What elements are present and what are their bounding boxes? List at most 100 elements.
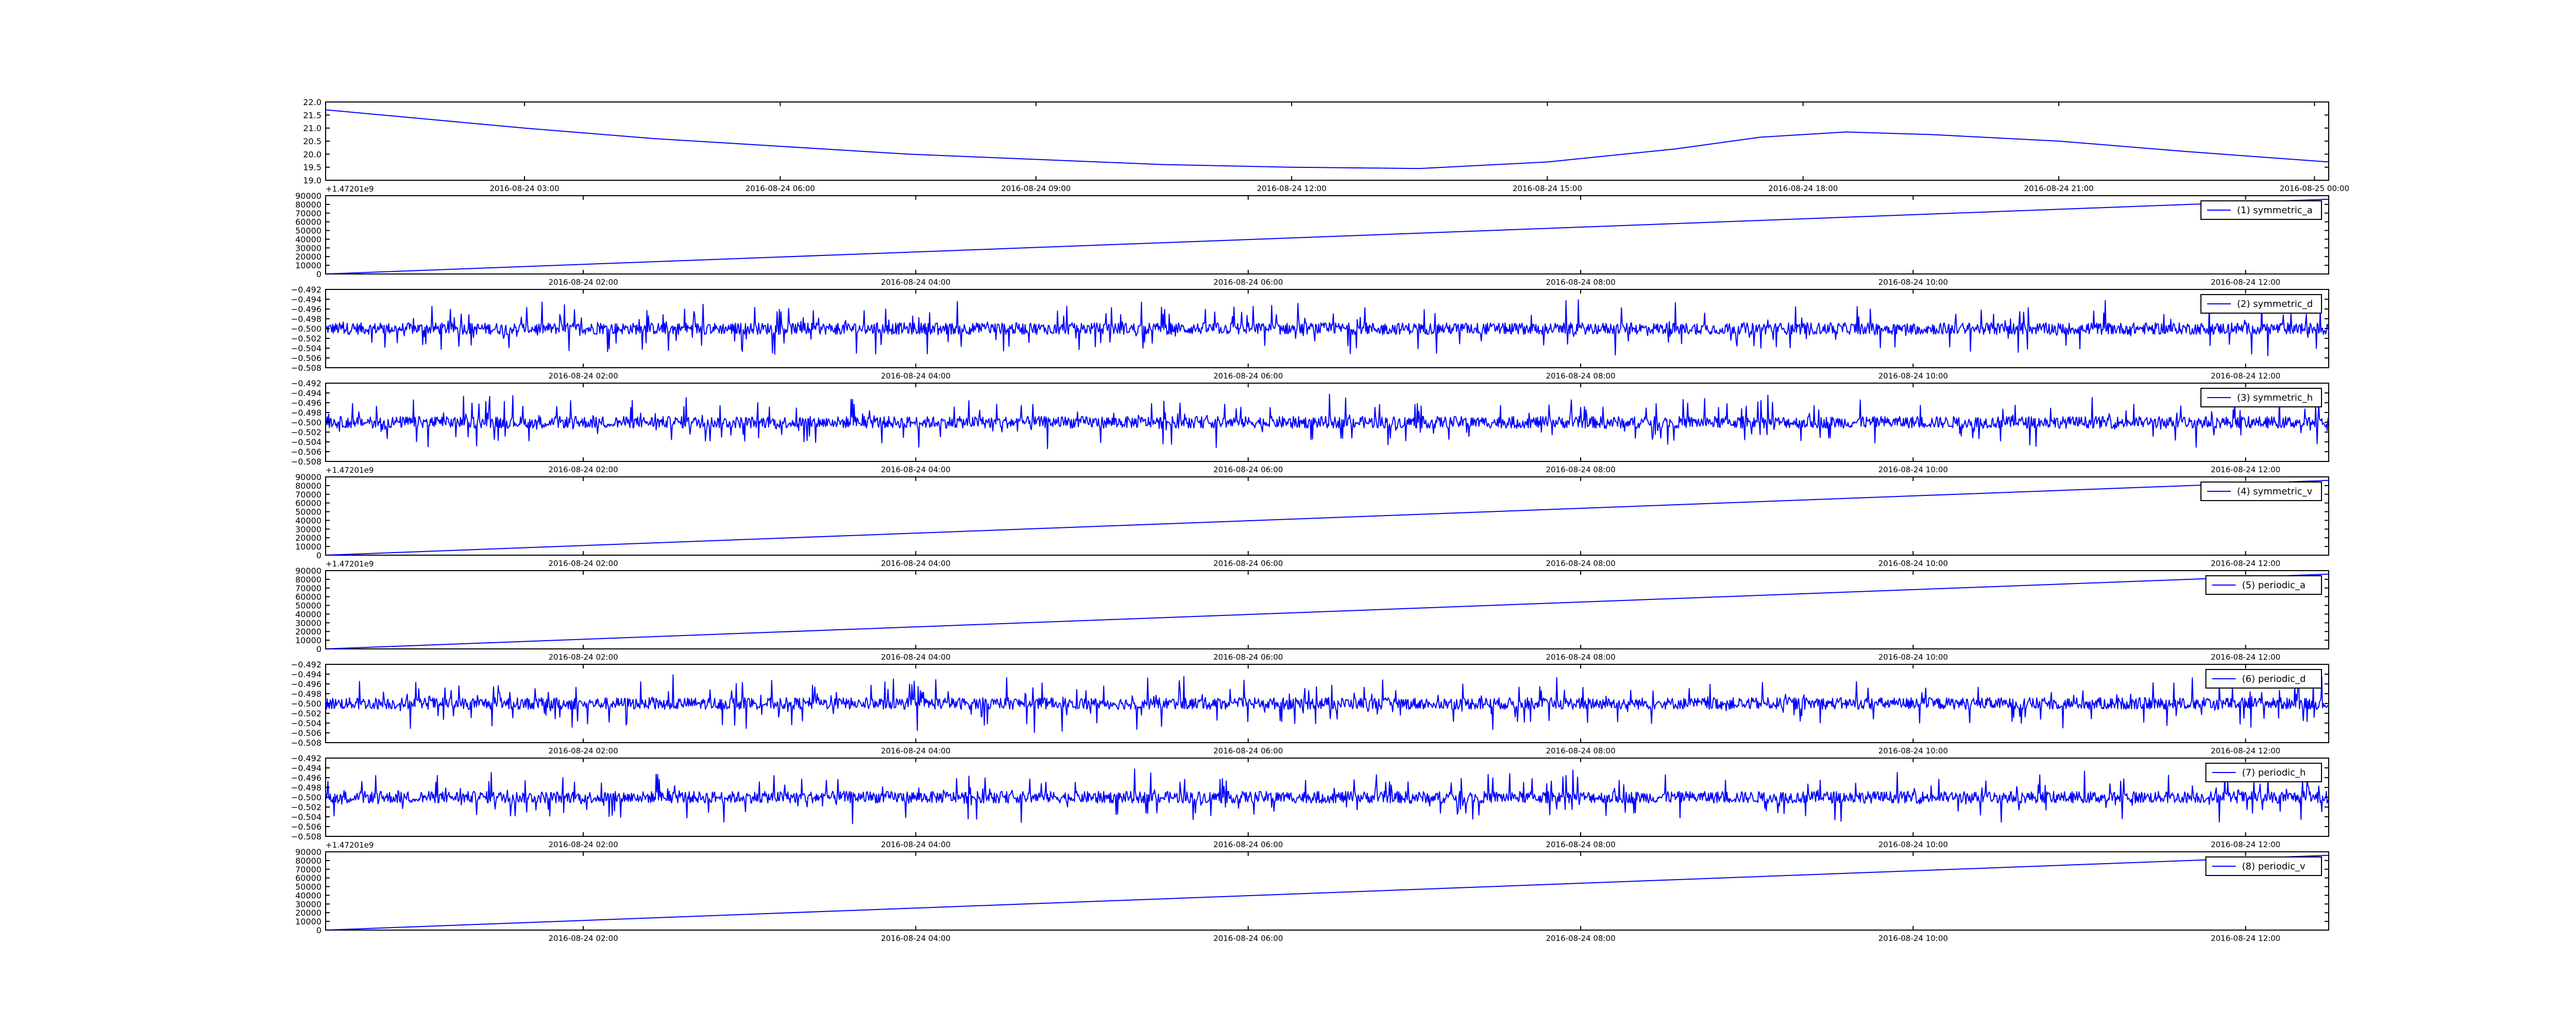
x-tick-label: 2016-08-24 04:00 [881,934,951,943]
y-tick-label: −0.508 [291,832,321,842]
y-tick-label: 20000 [295,533,321,543]
x-tick-label: 2016-08-24 02:00 [549,371,618,381]
y-tick-label: −0.496 [291,679,321,689]
x-tick-label: 2016-08-24 04:00 [881,371,951,381]
x-tick-label: 2016-08-24 06:00 [1213,465,1283,474]
x-tick-label: 2016-08-24 04:00 [881,840,951,849]
y-tick-label: 20000 [295,252,321,262]
x-tick-label: 2016-08-24 06:00 [1213,840,1283,849]
y-tick-label: 80000 [295,481,321,491]
subplot-6: 2016-08-24 02:00 2016-08-24 04:00 2016-08-… [295,559,2329,662]
y-tick-label: 60000 [295,873,321,883]
x-tick-label: 2016-08-24 02:00 [549,278,618,287]
x-tick-label: 2016-08-24 21:00 [2024,184,2093,193]
x-tick-label: 2016-08-24 12:00 [2211,371,2280,381]
y-tick-label: 80000 [295,575,321,585]
y-tick-label: 90000 [295,191,321,201]
x-tick-label: 2016-08-24 02:00 [549,746,618,756]
y-tick-label: 10000 [295,542,321,552]
y-tick-label: −0.498 [291,783,321,793]
x-tick-label: 2016-08-24 02:00 [549,653,618,662]
y-tick-label: 80000 [295,856,321,866]
y-tick-label: −0.506 [291,353,321,363]
x-tick-label: 2016-08-24 10:00 [1878,934,1948,943]
y-tick-label: 10000 [295,636,321,645]
legend: (7) periodic_h [2205,763,2323,782]
subplot-9: 2016-08-24 02:00 2016-08-24 04:00 2016-08-… [295,840,2329,943]
y-tick-label: −0.500 [291,324,321,334]
x-tick-label: 2016-08-24 02:00 [549,840,618,849]
y-tick-label: 50000 [295,601,321,611]
y-tick-label: 60000 [295,592,321,602]
y-tick-label: 19.0 [303,176,321,185]
x-tick-label: 2016-08-24 08:00 [1546,934,1615,943]
y-tick-label: −0.502 [291,427,321,437]
y-tick-label: 0 [316,551,321,560]
legend-label: (3) symmetric_h [2237,392,2313,403]
axes-frame [325,851,2329,931]
x-tick-label: 2016-08-24 06:00 [1213,934,1283,943]
series-line [325,109,2329,169]
legend-label: (2) symmetric_d [2237,299,2313,310]
legend: (1) symmetric_a [2200,200,2322,220]
y-tick-label: 70000 [295,209,321,218]
legend: (6) periodic_d [2205,669,2323,689]
y-tick-label: 30000 [295,243,321,253]
x-tick-label: 2016-08-24 06:00 [1213,746,1283,756]
legend: (5) periodic_a [2205,575,2323,595]
legend-label: (5) periodic_a [2242,580,2306,591]
x-tick-label: 2016-08-24 06:00 [1213,371,1283,381]
y-tick-label: 0 [316,644,321,654]
y-tick-label: −0.494 [291,763,321,773]
x-tick-label: 2016-08-24 12:00 [2211,934,2280,943]
offset-label: +1.47201e9 [326,466,374,475]
subplot-8: 2016-08-24 02:00 2016-08-24 04:00 2016-08-… [291,753,2329,849]
subplot-5: 2016-08-24 02:00 2016-08-24 04:00 2016-08-… [295,466,2329,568]
x-tick-label: 2016-08-24 10:00 [1878,278,1948,287]
y-tick-label: −0.494 [291,670,321,679]
y-tick-label: 20.5 [303,136,321,146]
legend-label: (6) periodic_d [2242,674,2306,684]
y-tick-label: −0.494 [291,388,321,398]
subplot-7: 2016-08-24 02:00 2016-08-24 04:00 2016-08-… [291,660,2329,756]
y-tick-label: −0.492 [291,285,321,295]
y-tick-label: 70000 [295,583,321,593]
x-tick-label: 2016-08-24 12:00 [2211,840,2280,849]
axes-frame [325,570,2329,649]
y-tick-label: 90000 [295,847,321,857]
x-tick-label: 2016-08-24 08:00 [1546,559,1615,568]
y-tick-label: −0.504 [291,437,321,447]
y-tick-label: −0.496 [291,304,321,314]
y-tick-label: −0.500 [291,699,321,709]
offset-label: +1.47201e9 [326,559,374,569]
y-tick-label: 40000 [295,516,321,525]
y-tick-label: −0.492 [291,379,321,388]
axes-frame [325,476,2329,556]
x-tick-label: 2016-08-24 08:00 [1546,371,1615,381]
x-tick-label: 2016-08-24 08:00 [1546,465,1615,474]
y-tick-label: 50000 [295,226,321,236]
y-tick-label: −0.508 [291,738,321,748]
y-tick-label: 70000 [295,490,321,500]
x-tick-label: 2016-08-24 10:00 [1878,653,1948,662]
x-tick-label: 2016-08-24 03:00 [489,184,559,193]
y-tick-label: −0.496 [291,773,321,783]
y-tick-label: 40000 [295,609,321,619]
offset-label: +1.47201e9 [326,184,374,194]
y-tick-label: 90000 [295,566,321,576]
y-tick-label: 21.5 [303,110,321,120]
series-line [325,854,2329,931]
axes-frame [325,101,2329,181]
y-tick-label: −0.500 [291,793,321,802]
y-tick-label: −0.498 [291,689,321,699]
y-tick-label: −0.502 [291,334,321,344]
y-tick-label: 20.0 [303,149,321,159]
x-tick-label: 2016-08-24 04:00 [881,746,951,756]
y-tick-label: 20000 [295,627,321,637]
x-tick-label: 2016-08-24 02:00 [549,559,618,568]
legend-label: (1) symmetric_a [2237,205,2313,216]
x-tick-label: 2016-08-25 00:00 [2280,184,2349,193]
y-tick-label: −0.508 [291,457,321,467]
y-tick-label: 90000 [295,472,321,482]
y-tick-label: 30000 [295,899,321,909]
